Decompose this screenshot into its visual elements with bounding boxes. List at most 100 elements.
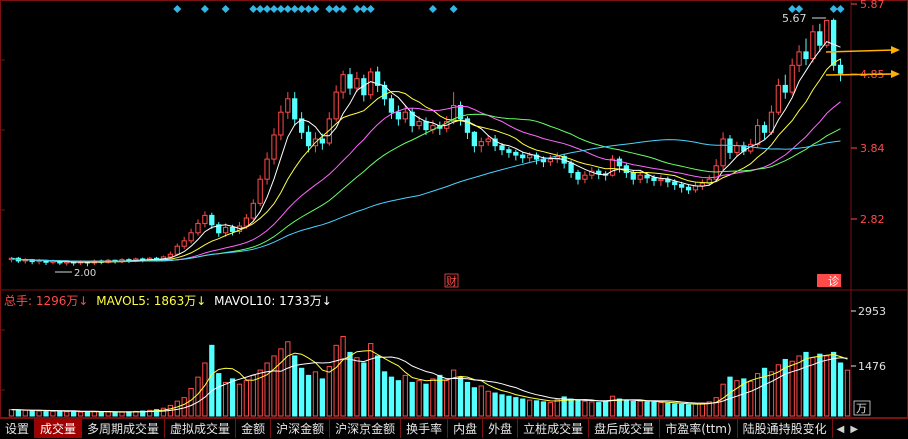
- volume-bar[interactable]: [492, 392, 498, 417]
- candle-body[interactable]: [250, 202, 256, 219]
- candle-body[interactable]: [174, 245, 180, 255]
- candle-body[interactable]: [471, 131, 478, 147]
- volume-bar[interactable]: [64, 411, 70, 417]
- volume-bar[interactable]: [437, 374, 443, 417]
- volume-bar[interactable]: [57, 410, 63, 417]
- candle-body[interactable]: [409, 111, 415, 127]
- volume-bar[interactable]: [748, 380, 754, 417]
- volume-bar[interactable]: [568, 398, 574, 417]
- event-marker-icon[interactable]: [332, 5, 341, 13]
- event-marker-icon[interactable]: [173, 5, 182, 13]
- candle-body[interactable]: [685, 186, 692, 191]
- volume-bar[interactable]: [43, 410, 49, 417]
- candle-body[interactable]: [692, 185, 699, 191]
- volume-bar[interactable]: [768, 371, 775, 417]
- event-marker-icon[interactable]: [200, 5, 209, 13]
- volume-bar[interactable]: [333, 344, 339, 417]
- volume-bar[interactable]: [651, 401, 657, 417]
- volume-bar[interactable]: [513, 397, 519, 417]
- candle-body[interactable]: [229, 226, 236, 232]
- event-marker-icon[interactable]: [359, 5, 368, 13]
- volume-bar[interactable]: [229, 378, 236, 417]
- volume-bar[interactable]: [575, 399, 581, 417]
- volume-bar[interactable]: [395, 380, 402, 417]
- candle-body[interactable]: [526, 154, 533, 159]
- candle-body[interactable]: [782, 84, 788, 93]
- volume-bar[interactable]: [817, 353, 823, 417]
- volume-bar[interactable]: [119, 411, 125, 417]
- volume-bar[interactable]: [450, 369, 457, 417]
- volume-bar[interactable]: [596, 402, 602, 417]
- tab-9[interactable]: 外盘: [483, 419, 519, 438]
- diagnose-tag[interactable]: 诊: [817, 274, 841, 288]
- volume-bar[interactable]: [685, 404, 692, 417]
- volume-bar[interactable]: [471, 387, 478, 417]
- volume-bar[interactable]: [36, 410, 42, 417]
- event-marker-icon[interactable]: [297, 5, 306, 13]
- volume-bar[interactable]: [761, 367, 768, 417]
- candle-body[interactable]: [216, 224, 222, 234]
- tab-scroll-left-icon[interactable]: ◀: [836, 423, 845, 435]
- volume-bar[interactable]: [250, 374, 256, 417]
- volume-bar[interactable]: [257, 369, 263, 417]
- volume-bar[interactable]: [609, 395, 616, 417]
- volume-bar[interactable]: [616, 398, 623, 417]
- volume-bar[interactable]: [561, 396, 567, 417]
- volume-bar[interactable]: [457, 376, 464, 417]
- candle-body[interactable]: [616, 158, 623, 167]
- event-marker-icon[interactable]: [836, 5, 845, 13]
- volume-bar[interactable]: [146, 409, 153, 417]
- volume-bar[interactable]: [202, 362, 208, 417]
- volume-bar[interactable]: [70, 410, 77, 417]
- event-marker-icon[interactable]: [270, 5, 278, 13]
- chart-canvas[interactable]: 5.87 4.85 3.84 2.82 2953 1476 万 5.67 2.0…: [0, 0, 908, 418]
- volume-bar[interactable]: [485, 390, 491, 417]
- volume-bar[interactable]: [713, 397, 719, 417]
- candle-body[interactable]: [368, 71, 374, 96]
- tab-4[interactable]: 金额: [236, 419, 272, 438]
- event-marker-icon[interactable]: [449, 5, 458, 13]
- volume-bar[interactable]: [782, 358, 788, 417]
- volume-bar[interactable]: [526, 399, 533, 417]
- candle-body[interactable]: [499, 145, 505, 151]
- candle-body[interactable]: [554, 155, 560, 160]
- candle-body[interactable]: [609, 158, 616, 176]
- candle-body[interactable]: [754, 125, 761, 145]
- tab-scroll-right-icon[interactable]: ▶: [850, 423, 859, 435]
- candle-body[interactable]: [824, 19, 830, 46]
- candle-body[interactable]: [575, 171, 581, 180]
- candle-body[interactable]: [222, 226, 229, 234]
- volume-bar[interactable]: [361, 362, 367, 417]
- event-marker-icon[interactable]: [276, 5, 285, 13]
- event-marker-icon[interactable]: [339, 5, 348, 13]
- volume-bar[interactable]: [464, 381, 471, 417]
- volume-bar[interactable]: [243, 380, 250, 417]
- candle-body[interactable]: [167, 253, 174, 258]
- volume-bar[interactable]: [181, 397, 187, 417]
- volume-bar[interactable]: [368, 343, 374, 417]
- volume-bar[interactable]: [271, 355, 277, 417]
- candle-body[interactable]: [678, 184, 685, 188]
- candle-body[interactable]: [837, 64, 844, 74]
- candle-body[interactable]: [658, 178, 664, 182]
- candle-body[interactable]: [637, 174, 643, 180]
- volume-bar[interactable]: [672, 403, 678, 417]
- candle-body[interactable]: [810, 31, 816, 60]
- candle-body[interactable]: [761, 125, 768, 133]
- candle-body[interactable]: [333, 91, 339, 120]
- volume-bar[interactable]: [209, 344, 215, 417]
- volume-bar[interactable]: [160, 407, 167, 417]
- tab-10[interactable]: 立桩成交量: [518, 419, 590, 438]
- candle-body[interactable]: [257, 178, 263, 204]
- volume-bar[interactable]: [844, 369, 851, 417]
- volume-bar[interactable]: [506, 395, 512, 417]
- volume-bar[interactable]: [188, 387, 194, 417]
- price-candles[interactable]: [8, 18, 844, 267]
- candle-body[interactable]: [464, 118, 471, 133]
- volume-bar[interactable]: [699, 402, 706, 417]
- volume-bar[interactable]: [319, 378, 326, 417]
- volume-bar[interactable]: [706, 401, 712, 417]
- event-markers[interactable]: [173, 5, 845, 13]
- event-marker-icon[interactable]: [366, 5, 375, 13]
- volume-bar[interactable]: [8, 409, 15, 417]
